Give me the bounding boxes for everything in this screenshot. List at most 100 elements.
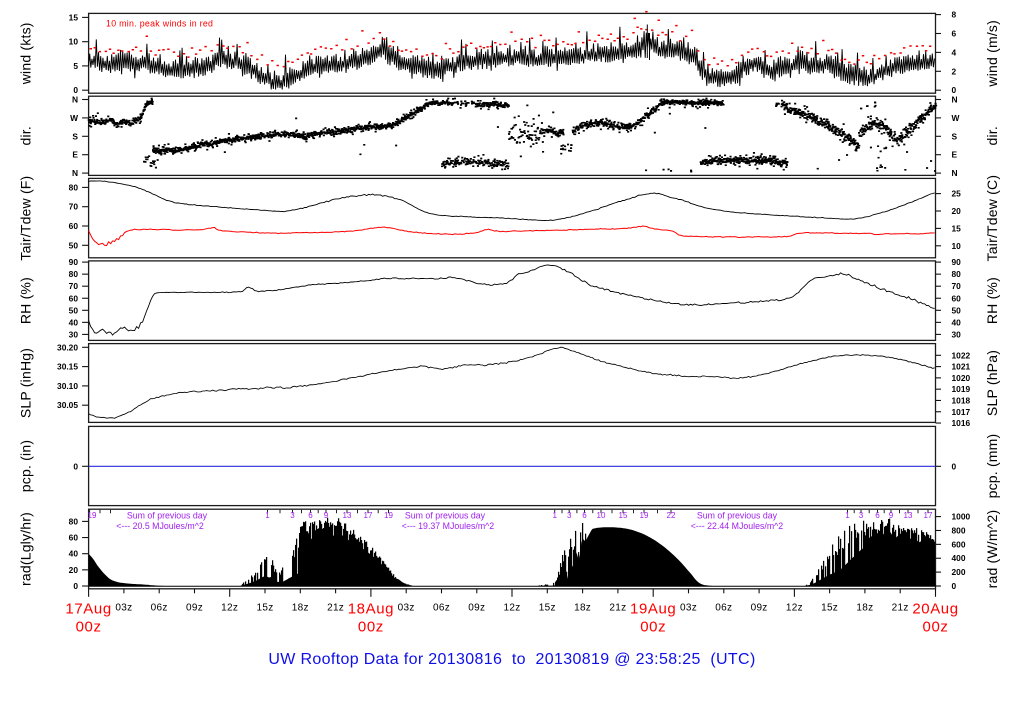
svg-text:15z: 15z — [539, 603, 556, 614]
svg-text:13: 13 — [904, 511, 913, 520]
svg-text:80: 80 — [69, 516, 79, 526]
svg-text:0: 0 — [952, 85, 957, 95]
svg-text:12z: 12z — [221, 603, 238, 614]
svg-text:30: 30 — [69, 329, 79, 339]
svg-text:06z: 06z — [151, 603, 168, 614]
svg-text:3: 3 — [567, 511, 572, 520]
svg-text:<--- 19.37 MJoules/m^2: <--- 19.37 MJoules/m^2 — [402, 521, 494, 531]
svg-text:40: 40 — [952, 317, 962, 327]
svg-text:09z: 09z — [468, 603, 485, 614]
svg-text:pcp. (mm): pcp. (mm) — [984, 434, 1000, 499]
svg-text:00z: 00z — [640, 619, 666, 636]
svg-text:0: 0 — [73, 85, 78, 95]
svg-text:SLP (inHg): SLP (inHg) — [18, 348, 34, 418]
svg-text:09z: 09z — [751, 603, 768, 614]
svg-text:60: 60 — [69, 293, 79, 303]
svg-text:19: 19 — [640, 511, 649, 520]
svg-text:20: 20 — [69, 565, 79, 575]
svg-text:wind (m/s): wind (m/s) — [984, 20, 1000, 88]
svg-text:1: 1 — [265, 511, 270, 520]
svg-text:60: 60 — [69, 533, 79, 543]
svg-text:50: 50 — [69, 240, 79, 250]
svg-text:19: 19 — [384, 511, 393, 520]
svg-text:W: W — [952, 113, 960, 123]
svg-text:800: 800 — [952, 525, 966, 535]
svg-text:1022: 1022 — [952, 350, 971, 360]
svg-text:00z: 00z — [358, 619, 384, 636]
svg-text:1000: 1000 — [952, 512, 971, 522]
svg-text:60: 60 — [952, 293, 962, 303]
svg-text:80: 80 — [69, 269, 79, 279]
svg-text:15z: 15z — [821, 603, 838, 614]
svg-text:40: 40 — [69, 549, 79, 559]
svg-text:20Aug: 20Aug — [912, 601, 958, 618]
svg-text:1018: 1018 — [952, 395, 971, 405]
svg-text:RH (%): RH (%) — [18, 277, 34, 324]
svg-text:E: E — [72, 150, 78, 160]
svg-text:0: 0 — [73, 581, 78, 591]
svg-text:20: 20 — [952, 206, 962, 216]
svg-text:15: 15 — [69, 12, 79, 22]
svg-text:18Aug: 18Aug — [348, 601, 394, 618]
svg-text:2: 2 — [952, 66, 957, 76]
svg-text:10: 10 — [69, 37, 79, 47]
svg-text:SLP (hPa): SLP (hPa) — [984, 350, 1000, 416]
svg-text:25: 25 — [952, 189, 962, 199]
svg-text:12z: 12z — [503, 603, 520, 614]
svg-text:0: 0 — [73, 461, 78, 471]
svg-text:15: 15 — [952, 223, 962, 233]
svg-text:8: 8 — [952, 10, 957, 20]
svg-text:1: 1 — [845, 511, 850, 520]
svg-text:400: 400 — [952, 553, 966, 563]
svg-text:70: 70 — [952, 281, 962, 291]
svg-text:6: 6 — [952, 29, 957, 39]
svg-text:21z: 21z — [609, 603, 626, 614]
svg-text:S: S — [72, 131, 78, 141]
svg-text:21z: 21z — [327, 603, 344, 614]
svg-text:Sum of previous day: Sum of previous day — [127, 511, 208, 521]
svg-text:17: 17 — [924, 511, 933, 520]
svg-text:30.05: 30.05 — [57, 400, 78, 410]
svg-text:1019: 1019 — [952, 384, 971, 394]
svg-text:10: 10 — [952, 241, 962, 251]
svg-text:Tair/Tdew (F): Tair/Tdew (F) — [18, 176, 34, 261]
svg-text:30.10: 30.10 — [57, 381, 78, 391]
svg-text:6: 6 — [875, 511, 880, 520]
svg-text:19: 19 — [88, 511, 97, 520]
svg-text:E: E — [952, 150, 958, 160]
svg-text:40: 40 — [69, 317, 79, 327]
svg-text:90: 90 — [69, 257, 79, 267]
svg-text:00z: 00z — [923, 619, 949, 636]
svg-text:N: N — [72, 95, 78, 105]
svg-text:19Aug: 19Aug — [630, 601, 676, 618]
svg-text:50: 50 — [69, 305, 79, 315]
svg-text:03z: 03z — [680, 603, 697, 614]
svg-text:15: 15 — [619, 511, 628, 520]
svg-text:1020: 1020 — [952, 373, 971, 383]
svg-text:1016: 1016 — [952, 418, 971, 428]
svg-text:70: 70 — [69, 202, 79, 212]
svg-text:rad (W/m^2): rad (W/m^2) — [984, 510, 1000, 589]
svg-text:UW Rooftop Data for 20130816: UW Rooftop Data for 20130816 to 20130819… — [268, 651, 755, 668]
svg-text:70: 70 — [69, 281, 79, 291]
svg-text:1: 1 — [552, 511, 557, 520]
svg-text:N: N — [952, 95, 958, 105]
svg-text:N: N — [72, 168, 78, 178]
svg-text:30.15: 30.15 — [57, 362, 78, 372]
svg-text:03z: 03z — [398, 603, 415, 614]
svg-text:9: 9 — [889, 511, 894, 520]
svg-text:15z: 15z — [256, 603, 273, 614]
svg-text:21z: 21z — [892, 603, 909, 614]
svg-text:rad(Lgly/hr): rad(Lgly/hr) — [18, 512, 34, 586]
svg-text:50: 50 — [952, 305, 962, 315]
svg-text:60: 60 — [69, 221, 79, 231]
svg-text:Sum of previous day: Sum of previous day — [405, 511, 486, 521]
svg-text:<--- 20.5 MJoules/m^2: <--- 20.5 MJoules/m^2 — [116, 521, 204, 531]
svg-text:06z: 06z — [433, 603, 450, 614]
svg-text:Tair/Tdew (C): Tair/Tdew (C) — [984, 175, 1000, 262]
svg-text:6: 6 — [582, 511, 587, 520]
svg-text:90: 90 — [952, 257, 962, 267]
svg-text:30: 30 — [952, 329, 962, 339]
svg-text:3: 3 — [859, 511, 864, 520]
svg-text:18z: 18z — [292, 603, 309, 614]
